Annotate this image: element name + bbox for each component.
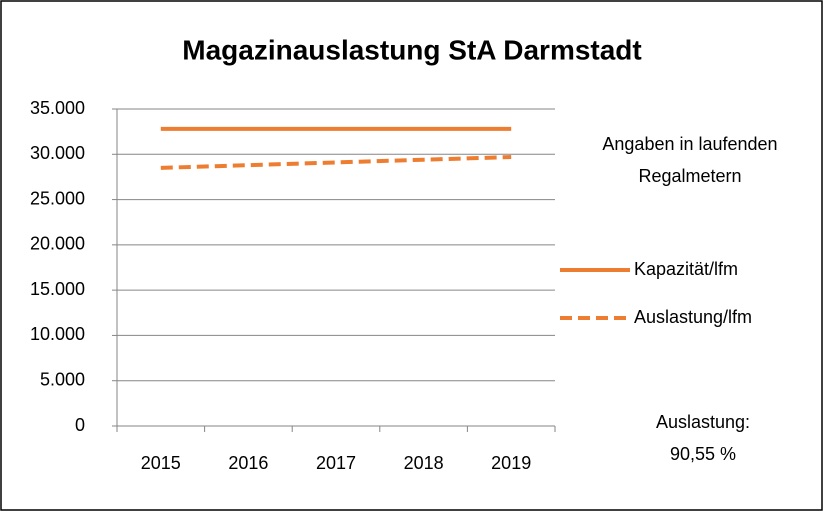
annotation: Regalmetern [638,166,741,186]
annotation: Auslastung: [656,412,750,432]
y-tick-label: 20.000 [30,234,85,254]
annotation: Angaben in laufenden [602,134,777,154]
x-tick-label: 2019 [491,453,531,473]
x-tick-label: 2015 [141,453,181,473]
x-tick-label: 2018 [404,453,444,473]
y-tick-label: 0 [75,415,85,435]
y-tick-label: 35.000 [30,98,85,118]
legend-label: Kapazität/lfm [634,259,738,279]
x-tick-label: 2017 [316,453,356,473]
y-tick-label: 5.000 [40,369,85,389]
line-series [160,155,512,170]
legend-label: Auslastung/lfm [634,307,752,327]
x-tick-label: 2016 [228,453,268,473]
chart-title: Magazinauslastung StA Darmstadt [182,34,641,65]
annotation: 90,55 % [670,444,736,464]
y-tick-label: 15.000 [30,279,85,299]
y-tick-label: 10.000 [30,324,85,344]
y-tick-label: 30.000 [30,143,85,163]
y-tick-label: 25.000 [30,188,85,208]
